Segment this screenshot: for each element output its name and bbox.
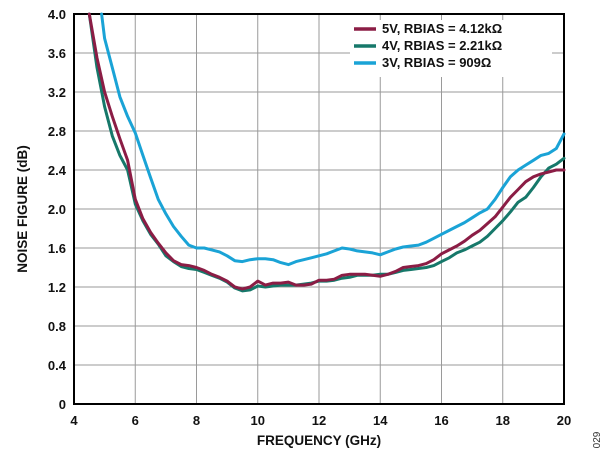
y-tick-label: 1.6 (48, 241, 66, 256)
figure-code: 029 (592, 431, 603, 448)
y-tick-label: 2.8 (48, 124, 66, 139)
series-line-0 (87, 12, 566, 291)
x-tick-label: 6 (132, 413, 139, 428)
y-axis-title: NOISE FIGURE (dB) (15, 145, 30, 273)
series-line-2 (100, 12, 566, 267)
x-axis-title: FREQUENCY (GHz) (257, 433, 381, 448)
series-lines (87, 12, 566, 293)
x-tick-label: 18 (496, 413, 510, 428)
x-tick-label: 4 (70, 413, 78, 428)
y-tick-label: 2.4 (48, 163, 67, 178)
legend-label-3v: 3V, RBIAS = 909Ω (382, 55, 491, 70)
y-axis-ticks: 0 0.4 0.8 1.2 1.6 2.0 2.4 2.8 3.2 3.6 4.0 (48, 7, 67, 412)
legend-label-4v: 4V, RBIAS = 2.21kΩ (382, 38, 502, 53)
y-tick-label: 3.2 (48, 85, 66, 100)
x-axis-ticks: 4 6 8 10 12 14 16 18 20 (70, 413, 571, 428)
plot-frame (73, 13, 565, 405)
grid-lines (74, 14, 564, 404)
y-tick-label: 1.2 (48, 280, 66, 295)
legend-label-5v: 5V, RBIAS = 4.12kΩ (382, 21, 502, 36)
legend-background (350, 20, 552, 77)
x-tick-label: 16 (434, 413, 448, 428)
y-tick-label: 2.0 (48, 202, 66, 217)
y-tick-label: 0.8 (48, 319, 66, 334)
x-tick-label: 14 (373, 413, 388, 428)
x-tick-label: 20 (557, 413, 571, 428)
legend: 5V, RBIAS = 4.12kΩ 4V, RBIAS = 2.21kΩ 3V… (350, 20, 552, 77)
y-tick-label: 0.4 (48, 358, 67, 373)
y-tick-label: 4.0 (48, 7, 66, 22)
y-tick-label: 0 (59, 397, 66, 412)
y-tick-label: 3.6 (48, 46, 66, 61)
x-tick-label: 12 (312, 413, 326, 428)
x-tick-label: 10 (251, 413, 265, 428)
x-tick-label: 8 (193, 413, 200, 428)
